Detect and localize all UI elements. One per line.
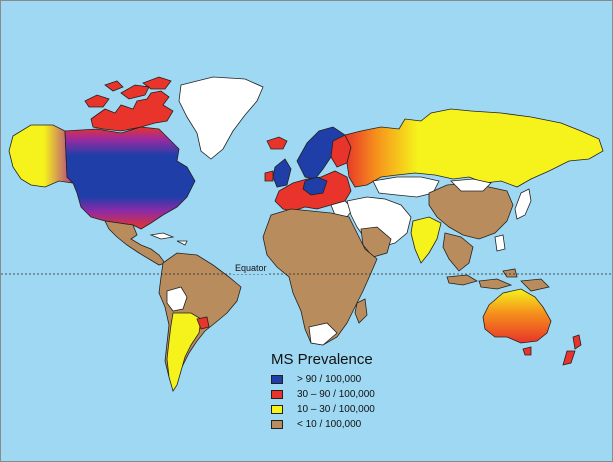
region-new-zealand [562,334,582,366]
region-madagascar [354,298,368,324]
equator-label: Equator [233,263,269,274]
region-uruguay [196,316,210,330]
region-india [410,216,442,264]
region-central-europe [302,176,328,196]
region-caribbean [149,232,188,246]
legend-label: < 10 / 100,000 [297,419,362,430]
region-ireland [264,170,274,182]
legend-title: MS Prevalence [271,351,373,368]
region-indonesia [446,268,518,290]
legend-item: 10 – 30 / 100,000 [271,402,421,417]
region-mongolia [450,178,492,192]
legend-item: < 10 / 100,000 [271,417,421,432]
legend-swatch [271,420,283,429]
region-argentina [166,312,202,392]
region-greenland [178,76,264,160]
region-japan [514,188,532,220]
region-arctic-islands [90,90,174,132]
region-southeast-asia [442,232,474,272]
legend-swatch [271,375,283,384]
legend-item: > 90 / 100,000 [271,372,421,387]
region-australia [482,288,552,344]
region-russia [344,108,604,188]
region-philippines [494,234,506,252]
region-arctic-islands-north [84,76,172,108]
legend: MS Prevalence > 90 / 100,000 30 – 90 / 1… [271,351,421,432]
region-north-america [64,126,196,230]
region-uk [272,158,292,188]
region-south-africa [308,322,338,346]
region-iceland [266,136,288,150]
region-mexico-central-america [104,220,166,266]
legend-label: > 90 / 100,000 [297,374,362,385]
legend-item: 30 – 90 / 100,000 [271,387,421,402]
region-alaska [8,124,75,188]
legend-label: 10 – 30 / 100,000 [297,404,375,415]
legend-label: 30 – 90 / 100,000 [297,389,375,400]
region-tasmania [522,346,532,356]
legend-swatch [271,405,283,414]
region-andes-no-data [166,286,188,312]
region-papua [520,278,550,292]
legend-swatch [271,390,283,399]
